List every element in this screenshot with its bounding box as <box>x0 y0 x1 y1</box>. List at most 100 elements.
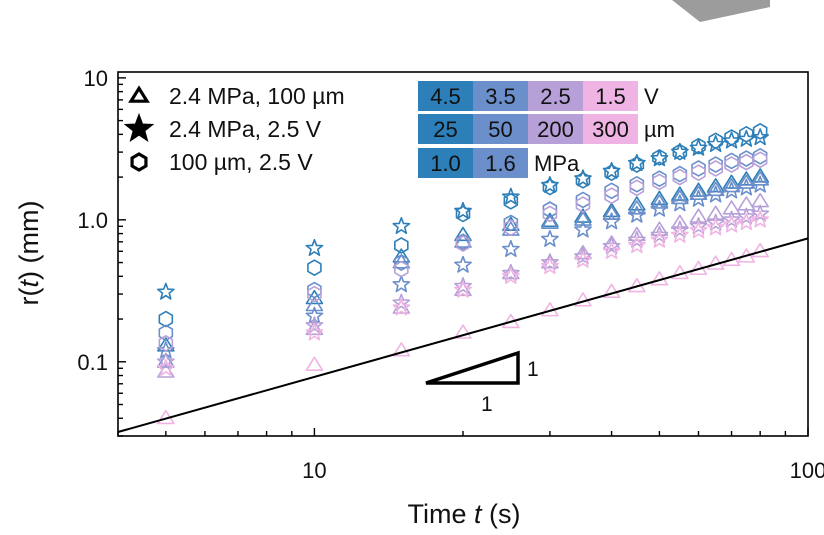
data-point-star-s5-10 <box>670 194 689 212</box>
data-point-star-s5-1 <box>305 306 324 324</box>
data-point-star-s6-13 <box>722 210 741 228</box>
legend-label: 100 µm, 2.5 V <box>169 149 313 175</box>
data-point-hexagon-s10-7 <box>604 187 619 204</box>
data-point-star-s6-3 <box>454 277 472 295</box>
data-point-triangle-s3-2 <box>392 342 411 357</box>
scale-cell <box>473 114 528 144</box>
scale-cell <box>418 81 473 111</box>
data-point-star-s5-5 <box>541 229 559 247</box>
data-point-star-s6-5 <box>541 253 559 271</box>
data-point-hexagon-s10-3 <box>455 235 471 252</box>
data-point-hexagon-s10-6 <box>575 196 591 213</box>
data-point-hexagon-s8-0 <box>158 310 174 328</box>
data-point-hexagon-s9-10 <box>672 165 688 183</box>
slope-rise-label: 1 <box>527 358 539 381</box>
data-point-star-s6-4 <box>501 264 520 281</box>
data-point-triangle-s0-9 <box>650 190 669 206</box>
data-point-triangle-s0-1 <box>305 289 324 305</box>
data-point-triangle-s2-6 <box>574 245 592 260</box>
data-point-triangle-s0-15 <box>751 168 769 183</box>
data-point-hexagon-s8-11 <box>691 137 706 155</box>
data-point-star-s4-3 <box>454 201 472 219</box>
scale-cell <box>528 81 583 111</box>
scale-cell <box>528 114 583 144</box>
data-point-star-s5-9 <box>650 199 669 217</box>
scale-cell <box>583 114 638 144</box>
data-point-hexagon-s9-5 <box>542 201 558 218</box>
data-point-triangle-s3-10 <box>671 264 689 280</box>
data-point-star-s7-9 <box>650 230 669 248</box>
data-point-star-s6-7 <box>602 237 621 255</box>
data-point-star-s4-1 <box>305 239 324 256</box>
data-point-star-s7-14 <box>737 213 756 231</box>
scale-cell <box>473 81 528 111</box>
data-point-star-s5-12 <box>706 185 725 203</box>
scale-cell <box>418 114 473 144</box>
data-point-hexagon-s8-1 <box>307 259 322 277</box>
scale-unit-label: µm <box>644 117 675 142</box>
data-point-star-s7-6 <box>574 250 592 268</box>
scale-cell-label: 200 <box>537 117 574 142</box>
data-point-triangle-s0-10 <box>671 186 689 201</box>
data-point-hexagon-s8-13 <box>724 129 739 146</box>
data-point-hexagon-s10-4 <box>503 219 519 237</box>
data-point-star-s6-6 <box>574 247 592 265</box>
data-point-hexagon-s10-10 <box>672 168 688 186</box>
data-point-triangle-s1-5 <box>541 214 559 229</box>
data-point-star-s7-8 <box>627 236 646 254</box>
data-point-hexagon-s8-7 <box>604 164 619 181</box>
data-point-hexagon-s9-3 <box>455 233 471 251</box>
data-point-triangle-s1-10 <box>671 189 689 205</box>
scale-cell <box>583 81 638 111</box>
data-point-star-s7-15 <box>751 210 770 228</box>
data-point-star-s4-4 <box>501 187 520 205</box>
data-point-hexagon-s10-2 <box>394 260 409 278</box>
data-point-star-s6-0 <box>156 352 175 370</box>
data-point-triangle-s1-2 <box>392 254 411 269</box>
data-point-triangle-s0-11 <box>689 182 708 197</box>
data-point-star-s6-14 <box>737 207 756 225</box>
data-point-hexagon-s9-8 <box>629 175 645 193</box>
data-point-triangle-s3-3 <box>454 324 472 339</box>
data-point-star-s4-2 <box>392 217 411 234</box>
data-point-hexagon-s10-13 <box>724 156 739 173</box>
data-point-star-s7-7 <box>602 242 621 259</box>
x-axis-title: Time t (s) <box>408 499 521 529</box>
data-point-triangle-s3-6 <box>574 292 592 307</box>
data-point-hexagon-s9-11 <box>691 160 706 177</box>
data-point-triangle-s1-6 <box>574 211 592 226</box>
data-point-hexagon-s8-3 <box>455 205 471 223</box>
scale-cell-label: 1.6 <box>485 151 516 176</box>
y-tick-label: 1.0 <box>77 208 108 233</box>
data-point-star-s7-11 <box>689 221 708 239</box>
data-point-hexagon-s8-9 <box>652 149 667 166</box>
scale-unit-label: V <box>644 84 659 109</box>
data-point-hexagon-s10-15 <box>752 151 768 169</box>
data-point-triangle-s0-7 <box>602 202 621 218</box>
data-point-star-s4-15 <box>751 128 770 146</box>
scale-cell <box>418 148 473 178</box>
slope-run-label: 1 <box>481 393 493 416</box>
scale-cell-label: 25 <box>433 117 457 142</box>
data-point-triangle-s2-7 <box>602 235 621 250</box>
data-point-triangle-s0-13 <box>722 174 741 189</box>
data-point-star-s5-2 <box>392 275 411 293</box>
data-point-hexagon-s10-0 <box>158 334 174 352</box>
data-point-triangle-s3-1 <box>305 356 324 371</box>
data-point-triangle-s2-13 <box>722 200 741 215</box>
data-point-star-s7-2 <box>392 298 411 316</box>
data-point-hexagon-s9-6 <box>575 191 591 209</box>
data-point-hexagon-s10-8 <box>629 179 645 197</box>
data-point-triangle-s1-11 <box>689 185 708 201</box>
legend-label: 2.4 MPa, 100 µm <box>169 83 345 109</box>
data-point-triangle-s2-12 <box>706 205 725 220</box>
data-point-star-s7-4 <box>501 267 520 284</box>
data-point-star-s6-8 <box>627 230 646 248</box>
data-point-star-s5-7 <box>602 212 621 230</box>
data-point-triangle-s1-0 <box>157 353 175 368</box>
data-point-star-s5-13 <box>722 181 741 199</box>
slope-triangle <box>425 350 520 385</box>
data-point-star-s7-3 <box>454 280 472 298</box>
data-point-star-s7-10 <box>670 225 689 243</box>
scale-cell-label: 3.5 <box>485 84 516 109</box>
